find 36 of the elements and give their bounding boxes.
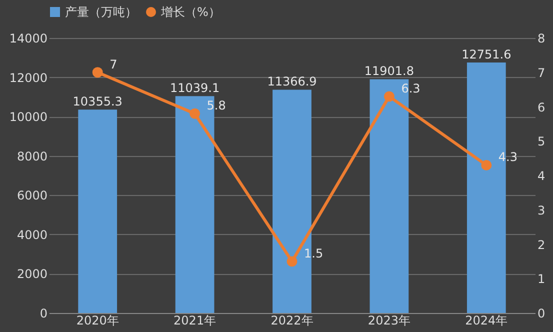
data-label: 12751.6	[462, 48, 512, 62]
y2-tick-label: 4	[538, 169, 546, 183]
y-tick-label: 10000	[9, 110, 48, 124]
x-tick-label: 2021年	[174, 314, 216, 328]
y2-tick-label: 5	[538, 134, 546, 149]
y2-tick-label: 8	[538, 32, 546, 46]
x-tick-label: 2023年	[368, 314, 410, 328]
point	[190, 108, 200, 119]
y2-tick-label: 1	[538, 272, 546, 286]
legend-label: 增长（%）	[160, 5, 220, 19]
x-tick-label: 2024年	[465, 314, 508, 328]
y2-tick-label: 0	[538, 306, 546, 320]
data-label: 11366.9	[267, 74, 317, 89]
y-tick-label: 2000	[16, 267, 48, 282]
data-label: 10355.3	[72, 94, 122, 109]
data-label: 7	[110, 57, 118, 72]
bar	[78, 110, 118, 313]
y-tick-label: 4000	[16, 228, 48, 242]
y2-tick-label: 6	[538, 100, 546, 114]
data-label: 11901.8	[364, 64, 414, 78]
x-tick-label: 2020年	[76, 314, 119, 328]
y2-tick-label: 7	[538, 66, 546, 80]
data-label: 11039.1	[170, 81, 220, 96]
point	[481, 160, 492, 170]
y-tick-label: 8000	[16, 149, 48, 164]
legend-label: 产量（万吨）	[65, 5, 137, 19]
point	[92, 67, 103, 78]
y2-tick-label: 2	[538, 238, 546, 252]
y2-tick-label: 3	[538, 203, 546, 218]
y-tick-label: 14000	[9, 32, 48, 46]
y-tick-label: 6000	[16, 188, 48, 203]
y-tick-label: 0	[40, 306, 48, 320]
point	[384, 91, 394, 102]
y-tick-label: 12000	[9, 70, 48, 85]
x-tick-label: 2022年	[270, 314, 314, 328]
point	[286, 256, 298, 267]
